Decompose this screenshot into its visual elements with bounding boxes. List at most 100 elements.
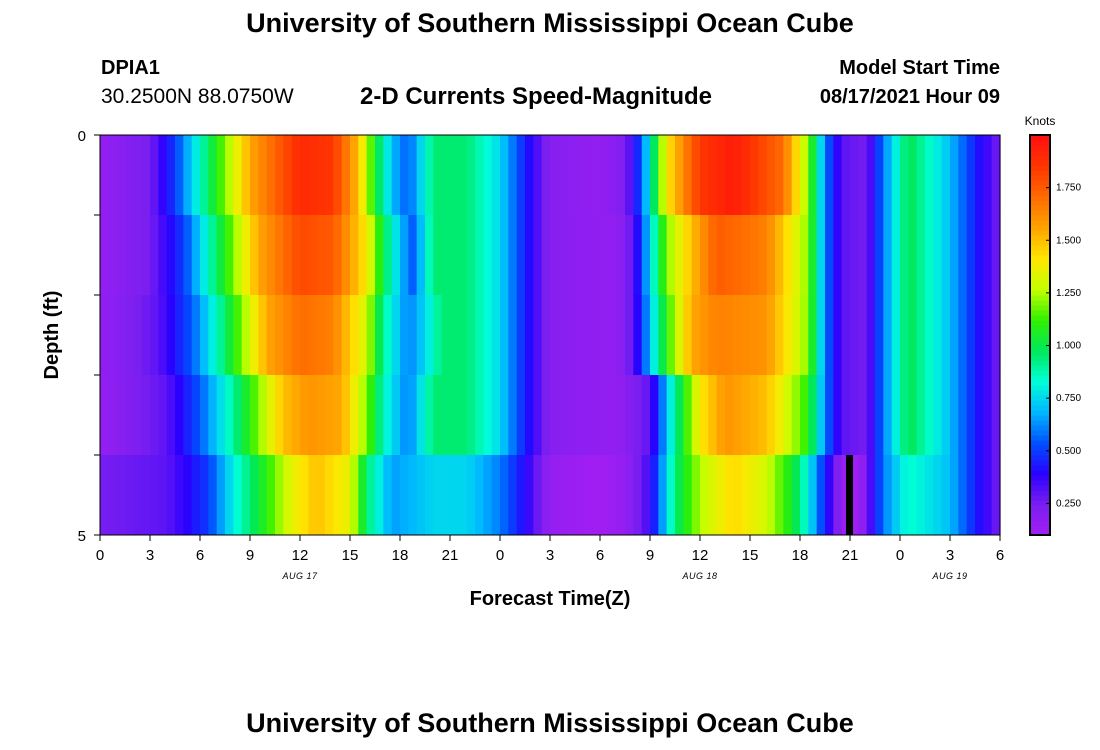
heatmap-cell bbox=[783, 135, 793, 216]
heatmap-cell bbox=[800, 375, 809, 456]
heatmap-cell bbox=[258, 215, 268, 296]
heatmap-cell bbox=[250, 455, 259, 536]
colorbar-segment bbox=[1030, 490, 1050, 496]
heatmap-cell bbox=[783, 295, 793, 376]
heatmap-cell bbox=[100, 135, 109, 216]
heatmap-cell bbox=[308, 135, 318, 216]
heatmap-cell bbox=[341, 375, 351, 456]
heatmap-cell bbox=[200, 375, 209, 456]
colorbar-segment bbox=[1030, 285, 1050, 291]
heatmap-cell bbox=[758, 215, 768, 296]
heatmap-cell bbox=[508, 375, 518, 456]
heatmap-cell bbox=[866, 215, 876, 296]
heatmap-cell bbox=[608, 295, 618, 376]
heatmap-cell bbox=[300, 295, 309, 376]
heatmap-cell bbox=[416, 455, 426, 536]
heatmap-cell bbox=[233, 295, 243, 376]
heatmap-cell bbox=[925, 295, 934, 376]
colorbar-segment bbox=[1030, 160, 1050, 166]
heatmap-cell bbox=[716, 215, 726, 296]
heatmap-cell bbox=[383, 215, 393, 296]
heatmap-cell bbox=[766, 135, 776, 216]
colorbar-tick-label: 0.250 bbox=[1056, 498, 1081, 509]
heatmap-cell bbox=[958, 135, 968, 216]
heatmap-cell bbox=[691, 295, 701, 376]
heatmap-cell bbox=[491, 295, 501, 376]
heatmap-cell bbox=[233, 375, 243, 456]
heatmap-cell bbox=[900, 375, 909, 456]
heatmap-cell bbox=[975, 375, 984, 456]
heatmap-cell bbox=[758, 135, 768, 216]
station-coordinates: 30.2500N 88.0750W bbox=[101, 85, 294, 108]
heatmap-cell bbox=[575, 135, 584, 216]
heatmap-cell bbox=[358, 455, 368, 536]
colorbar-segment bbox=[1030, 165, 1050, 171]
heatmap-cell bbox=[108, 295, 118, 376]
heatmap-cell bbox=[908, 455, 918, 536]
heatmap-cell bbox=[550, 215, 559, 296]
colorbar-segment bbox=[1030, 405, 1050, 411]
colorbar-segment bbox=[1030, 370, 1050, 376]
heatmap-cell bbox=[683, 135, 693, 216]
heatmap-cell bbox=[891, 215, 901, 296]
heatmap-cell bbox=[625, 295, 634, 376]
heatmap-cell bbox=[375, 455, 384, 536]
heatmap-cell bbox=[775, 295, 784, 376]
heatmap-cell bbox=[350, 215, 359, 296]
heatmap-cell bbox=[183, 455, 193, 536]
date-label: AUG 19 bbox=[931, 571, 967, 581]
heatmap-cell bbox=[283, 455, 293, 536]
heatmap-cell bbox=[666, 215, 676, 296]
heatmap-cell bbox=[250, 215, 259, 296]
heatmap-cell bbox=[391, 215, 401, 296]
x-tick-label: 6 bbox=[196, 547, 204, 564]
heatmap-cell bbox=[591, 295, 601, 376]
heatmap-cell bbox=[308, 455, 318, 536]
heatmap-plot bbox=[100, 135, 1001, 536]
heatmap-cell bbox=[225, 295, 234, 376]
heatmap-cell bbox=[508, 455, 518, 536]
heatmap-cell bbox=[233, 215, 243, 296]
heatmap-cell bbox=[466, 215, 476, 296]
heatmap-cell bbox=[783, 455, 793, 536]
heatmap-cell bbox=[475, 215, 484, 296]
heatmap-cell bbox=[141, 455, 151, 536]
heatmap-cell bbox=[558, 135, 568, 216]
heatmap-cell bbox=[141, 215, 151, 296]
heatmap-cell bbox=[650, 375, 659, 456]
heatmap-cell bbox=[733, 455, 743, 536]
heatmap-cell bbox=[566, 295, 576, 376]
heatmap-cell bbox=[691, 455, 701, 536]
heatmap-cell bbox=[666, 295, 676, 376]
colorbar-segment bbox=[1030, 435, 1050, 441]
heatmap-cell bbox=[708, 375, 718, 456]
heatmap-cell bbox=[658, 295, 668, 376]
heatmap-cell bbox=[108, 135, 118, 216]
heatmap-cell bbox=[125, 135, 134, 216]
heatmap-cell bbox=[825, 455, 834, 536]
heatmap-cell bbox=[941, 135, 951, 216]
heatmap-cell bbox=[208, 135, 218, 216]
heatmap-cell bbox=[916, 455, 926, 536]
heatmap-cell bbox=[350, 295, 359, 376]
heatmap-cell bbox=[566, 215, 576, 296]
x-tick-label: 0 bbox=[496, 547, 504, 564]
heatmap-cell bbox=[266, 215, 276, 296]
colorbar-frame bbox=[1029, 134, 1051, 536]
heatmap-cell bbox=[433, 375, 443, 456]
heatmap-cell bbox=[408, 295, 418, 376]
heatmap-cell bbox=[791, 135, 801, 216]
heatmap-cell bbox=[775, 455, 784, 536]
date-label: AUG 17 bbox=[281, 571, 318, 581]
heatmap-cell bbox=[125, 375, 134, 456]
heatmap-cell bbox=[608, 215, 618, 296]
heatmap-cell bbox=[150, 455, 159, 536]
heatmap-cell bbox=[633, 215, 643, 296]
heatmap-cell bbox=[475, 135, 484, 216]
heatmap-cell bbox=[500, 135, 509, 216]
heatmap-cell bbox=[400, 135, 409, 216]
heatmap-cell bbox=[441, 215, 451, 296]
colorbar-segment bbox=[1030, 265, 1050, 271]
date-label: AUG 18 bbox=[681, 571, 717, 581]
heatmap-cell bbox=[658, 135, 668, 216]
